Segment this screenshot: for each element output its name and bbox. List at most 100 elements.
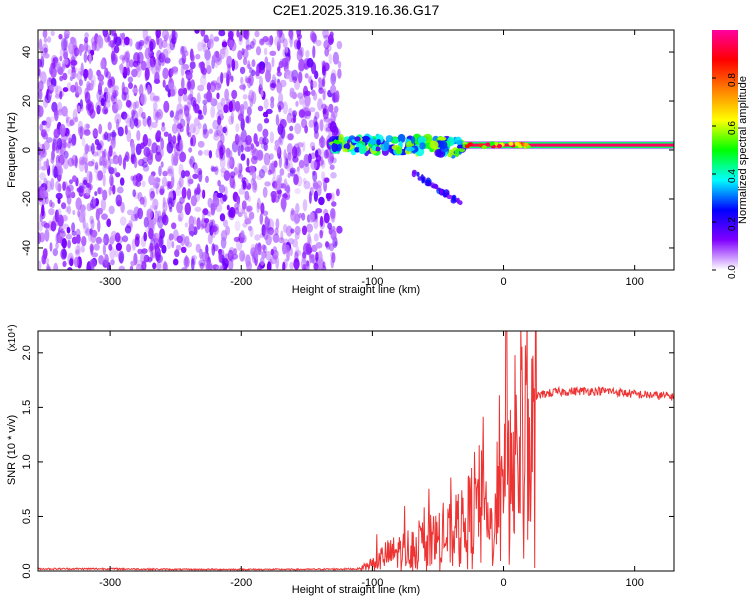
noise-cell	[152, 262, 157, 270]
noise-cell	[197, 41, 203, 52]
noise-cell	[68, 41, 75, 55]
noise-cell	[224, 88, 230, 102]
noise-cell	[223, 219, 228, 228]
noise-cell	[238, 35, 243, 46]
noise-cell	[315, 208, 323, 214]
noise-cell	[71, 222, 76, 233]
noise-cell	[330, 251, 335, 259]
noise-cell	[234, 100, 241, 112]
noise-cell	[157, 215, 164, 229]
noise-cell	[121, 56, 125, 64]
noise-cell	[241, 30, 249, 39]
noise-cell	[64, 58, 69, 65]
noise-cell	[153, 101, 158, 112]
noise-cell	[250, 145, 257, 154]
signal-cell	[331, 142, 339, 153]
noise-cell	[152, 182, 160, 189]
noise-cell	[197, 114, 204, 120]
noise-cell	[315, 39, 322, 47]
noise-cell	[296, 30, 302, 38]
noise-cell	[40, 148, 47, 158]
noise-cell	[45, 116, 52, 129]
noise-cell	[162, 48, 169, 61]
noise-cell	[336, 40, 343, 50]
noise-cell	[141, 260, 147, 270]
signal-cell	[485, 142, 491, 147]
noise-cell	[63, 30, 70, 38]
noise-cell	[119, 216, 127, 226]
signal-cell	[508, 141, 514, 146]
noise-cell	[38, 159, 42, 171]
signal-cell	[354, 136, 361, 142]
noise-cell	[319, 215, 324, 227]
noise-cell	[114, 232, 121, 243]
noise-cell	[148, 119, 153, 131]
noise-cell	[49, 199, 53, 208]
noise-cell	[330, 208, 336, 220]
noise-cell	[333, 105, 339, 113]
noise-cell	[203, 93, 210, 100]
y-tick-label: 2.0	[21, 345, 33, 360]
noise-cell	[100, 59, 105, 70]
noise-cell	[229, 171, 236, 179]
noise-cell	[100, 198, 106, 211]
noise-cell	[244, 218, 252, 225]
noise-cell	[315, 154, 322, 163]
noise-cell	[262, 111, 268, 118]
noise-cell	[43, 140, 50, 151]
noise-cell	[319, 119, 324, 132]
noise-cell	[91, 252, 99, 258]
noise-cell	[74, 245, 81, 258]
noise-cell	[109, 236, 115, 245]
noise-cell	[125, 50, 130, 61]
noise-cell	[199, 262, 205, 270]
noise-cell	[41, 43, 49, 56]
noise-cell	[65, 206, 69, 213]
noise-cell	[41, 143, 45, 155]
noise-cell	[80, 208, 86, 220]
snr-series-line	[38, 331, 674, 571]
noise-cell	[236, 30, 240, 38]
noise-cell	[337, 68, 342, 79]
noise-cell	[179, 151, 187, 163]
noise-cell	[178, 176, 184, 188]
noise-cell	[61, 106, 68, 117]
noise-cell	[302, 100, 310, 112]
noise-cell	[242, 48, 249, 59]
noise-cell	[303, 163, 310, 174]
noise-cell	[41, 221, 48, 227]
x-tick-label: 0	[500, 577, 506, 589]
noise-cell	[61, 214, 68, 222]
noise-cell	[267, 227, 275, 236]
noise-cell	[87, 101, 94, 114]
noise-cell	[154, 204, 158, 214]
noise-cell	[129, 265, 134, 270]
noise-cell	[269, 50, 277, 56]
noise-cell	[313, 233, 319, 242]
noise-cell	[65, 116, 73, 127]
colorbar-tick-label: 0.4	[727, 169, 738, 183]
noise-cell	[166, 237, 172, 250]
noise-cell	[205, 57, 210, 69]
noise-cell	[280, 197, 287, 211]
noise-cell	[184, 202, 191, 216]
noise-cell	[146, 208, 153, 220]
noise-cell	[283, 182, 289, 192]
noise-cell	[109, 174, 114, 187]
noise-cell	[228, 258, 234, 270]
noise-cell	[59, 124, 66, 136]
noise-cell	[255, 46, 262, 56]
noise-cell	[67, 157, 75, 167]
noise-cell	[124, 225, 132, 234]
noise-cell	[162, 67, 169, 80]
noise-cell	[294, 250, 302, 257]
colorbar: 0.0 0.2 0.4 0.6 0.8 Normalized spectral ampl…	[712, 30, 749, 279]
noise-cell	[299, 96, 305, 105]
noise-cell	[42, 30, 48, 39]
noise-cell	[300, 258, 307, 270]
noise-cell	[76, 234, 81, 244]
noise-cell	[303, 90, 311, 97]
noise-cell	[42, 98, 48, 109]
noise-cell	[78, 43, 85, 53]
